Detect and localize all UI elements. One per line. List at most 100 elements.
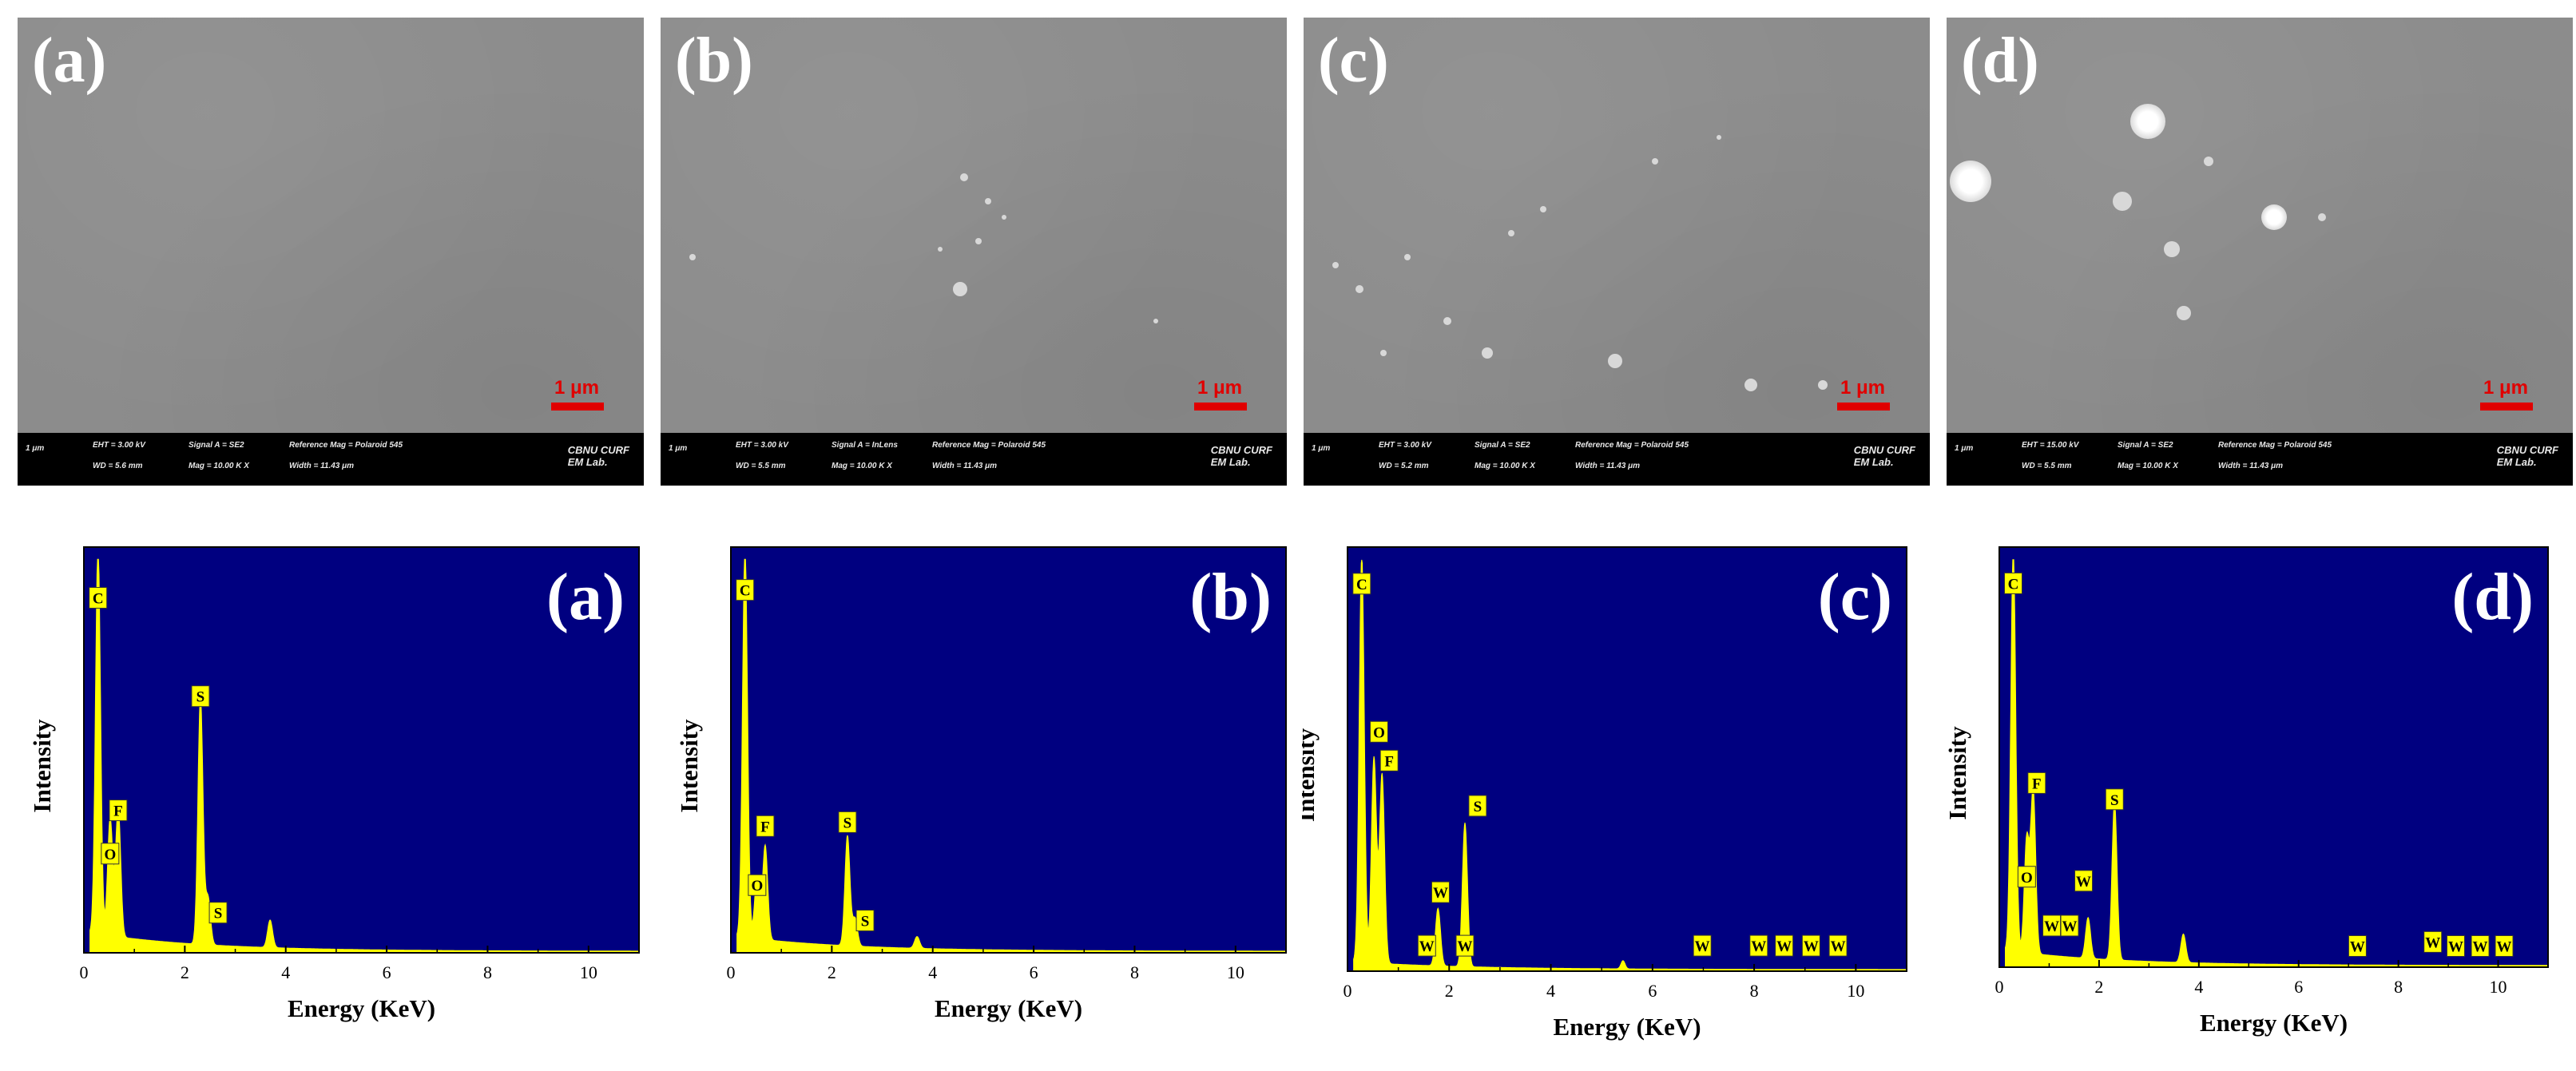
particle — [2130, 104, 2165, 139]
x-tick-label: 0 — [727, 962, 736, 982]
element-label-S: S — [1468, 795, 1487, 817]
x-tick: 4 — [2194, 960, 2203, 997]
sem-image-c: (c) 1 μm 1 μm EHT = 3.00 kV WD = 5.2 mm Signa… — [1304, 18, 1930, 486]
svg-text:S: S — [214, 906, 223, 922]
info-eht: EHT = 3.00 kV — [736, 441, 788, 450]
y-axis-label: Intensity — [1945, 726, 1971, 820]
x-tick-label: 8 — [1750, 981, 1759, 1001]
x-tick: 6 — [1648, 964, 1657, 1001]
y-axis-label: Intensity — [1302, 728, 1320, 822]
svg-text:W: W — [2425, 934, 2440, 951]
svg-text:W: W — [1433, 885, 1448, 902]
info-ref: Reference Mag = Polaroid 545 — [1575, 441, 1689, 450]
sem-texture — [1304, 18, 1930, 486]
element-label-W: W — [2348, 934, 2367, 957]
sem-image-a: (a) 1 μm 1 μm EHT = 3.00 kV WD = 5.6 mm Signa… — [18, 18, 644, 486]
info-width: Width = 11.43 μm — [289, 462, 355, 470]
element-label-S: S — [838, 811, 857, 833]
svg-text:C: C — [740, 583, 751, 600]
particle — [2318, 213, 2326, 221]
info-signal: Signal A = InLens — [832, 441, 898, 450]
x-tick-label: 0 — [80, 962, 89, 982]
x-tick: 8 — [483, 946, 492, 982]
particle — [1717, 135, 1721, 140]
info-micron: 1 μm — [1955, 444, 1974, 453]
x-tick: 2 — [2094, 960, 2103, 997]
info-wd: WD = 5.2 mm — [1379, 462, 1429, 470]
x-tick-label: 8 — [1130, 962, 1139, 982]
element-label-C: C — [1352, 573, 1371, 595]
svg-text:O: O — [104, 847, 116, 863]
x-tick: 8 — [1130, 946, 1139, 982]
svg-text:S: S — [2110, 792, 2119, 809]
plot-area — [1999, 547, 2548, 967]
svg-text:W: W — [1831, 938, 1846, 955]
svg-text:S: S — [843, 815, 852, 831]
info-ref: Reference Mag = Polaroid 545 — [932, 441, 1046, 450]
x-tick-label: 6 — [383, 962, 391, 982]
sem-texture — [1947, 18, 2573, 486]
element-label-F: F — [756, 815, 775, 837]
element-label-F: F — [109, 799, 128, 822]
eds-chart-svg: C F O S S 0 2 4 6 8 10 (b) Energy (KeV) Intensity — [675, 546, 1287, 1022]
element-label-W: W — [2495, 934, 2514, 957]
x-axis-label: Energy (KeV) — [288, 994, 435, 1022]
element-label-S: S — [208, 902, 228, 924]
sem-panel-label: (a) — [32, 26, 107, 96]
x-axis-label: Energy (KeV) — [1553, 1013, 1701, 1041]
particle — [1380, 350, 1387, 356]
x-tick: 6 — [2294, 960, 2303, 997]
info-micron: 1 μm — [669, 444, 688, 453]
x-tick: 2 — [1445, 964, 1454, 1001]
element-label-C: C — [2003, 572, 2022, 594]
svg-text:C: C — [1356, 577, 1367, 593]
svg-text:W: W — [2062, 918, 2078, 935]
x-tick-label: 4 — [1546, 981, 1555, 1001]
scale-bar — [551, 403, 604, 411]
eds-panel-title: (b) — [1189, 560, 1272, 634]
svg-text:F: F — [760, 819, 770, 835]
axes-frame — [1998, 546, 2549, 968]
info-lab: CBNU CURF EM Lab. — [2497, 444, 2558, 468]
info-ref: Reference Mag = Polaroid 545 — [289, 441, 403, 450]
scale-bar — [1837, 403, 1890, 411]
x-tick: 10 — [1227, 946, 1244, 982]
svg-text:O: O — [751, 878, 763, 894]
info-signal: Signal A = SE2 — [2118, 441, 2173, 450]
scale-bar-label: 1 μm — [1840, 377, 1885, 399]
element-label-S: S — [855, 910, 875, 932]
svg-text:F: F — [113, 803, 123, 820]
element-label-W: W — [1693, 934, 1712, 957]
svg-text:W: W — [2076, 874, 2091, 891]
eds-spectrum-d: C F O S W W W W W W W W 0 2 4 6 8 10 (d) Energy (KeV) Intens… — [1945, 531, 2576, 1071]
x-axis-label: Energy (KeV) — [935, 994, 1082, 1022]
sem-info-bar: 1 μm EHT = 3.00 kV WD = 5.2 mm Signal A = S… — [1304, 433, 1930, 486]
plot-area — [84, 547, 639, 953]
axes-frame — [1347, 546, 1907, 972]
info-width: Width = 11.43 μm — [932, 462, 998, 470]
element-label-W: W — [2471, 934, 2490, 957]
info-mag: Mag = 10.00 K X — [2118, 462, 2178, 470]
info-micron: 1 μm — [1312, 444, 1331, 453]
info-wd: WD = 5.6 mm — [93, 462, 143, 470]
sem-panel-label: (b) — [675, 26, 753, 96]
particle — [1153, 319, 1158, 323]
x-tick: 0 — [727, 946, 736, 982]
element-label-W: W — [1775, 934, 1794, 957]
info-lab-line2: EM Lab. — [1853, 456, 1894, 468]
svg-text:C: C — [2008, 576, 2019, 593]
element-label-O: O — [101, 843, 120, 865]
particle — [2177, 306, 2191, 320]
spectrum-series — [89, 558, 640, 954]
svg-text:W: W — [1776, 938, 1792, 955]
element-label-W: W — [2042, 914, 2062, 937]
x-tick-label: 10 — [1227, 962, 1244, 982]
svg-text:S: S — [196, 689, 205, 706]
sem-panel-label: (d) — [1961, 26, 2039, 96]
info-lab: CBNU CURF EM Lab. — [568, 444, 629, 468]
svg-text:W: W — [1695, 938, 1710, 955]
element-label-O: O — [1369, 720, 1388, 743]
x-tick-label: 6 — [1648, 981, 1657, 1001]
